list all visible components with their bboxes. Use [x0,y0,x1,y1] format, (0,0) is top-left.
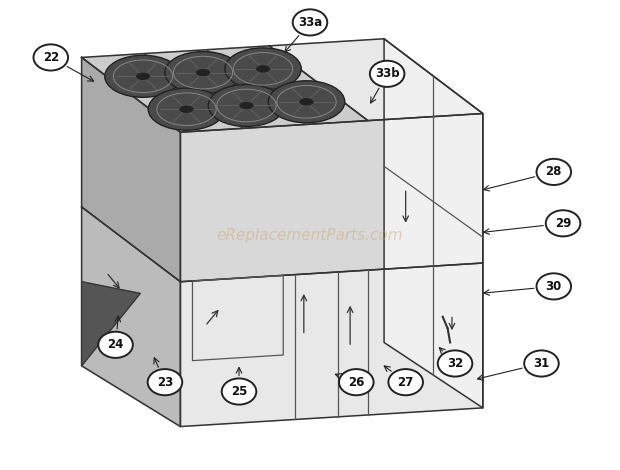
Ellipse shape [135,72,151,80]
Polygon shape [82,57,180,282]
Text: 25: 25 [231,385,247,398]
Circle shape [388,369,423,395]
Text: 30: 30 [546,280,562,293]
Circle shape [293,9,327,36]
Text: 33b: 33b [375,67,399,80]
Ellipse shape [239,101,254,110]
Circle shape [438,351,472,376]
Polygon shape [82,282,140,366]
Circle shape [148,369,182,395]
Text: eReplacementParts.com: eReplacementParts.com [216,227,404,243]
Polygon shape [180,263,483,427]
Text: 26: 26 [348,376,365,389]
Polygon shape [269,39,483,121]
Circle shape [339,369,374,395]
Text: 24: 24 [107,338,124,351]
Ellipse shape [179,105,194,113]
Ellipse shape [195,69,211,77]
Text: 33a: 33a [298,16,322,29]
Ellipse shape [148,88,225,130]
Circle shape [222,378,256,405]
Ellipse shape [165,52,241,94]
Ellipse shape [299,98,314,106]
Ellipse shape [255,65,271,73]
Ellipse shape [208,85,285,126]
Circle shape [536,274,571,299]
Polygon shape [82,207,180,427]
Polygon shape [384,39,483,408]
Polygon shape [180,114,483,282]
Circle shape [99,332,133,358]
Text: 22: 22 [43,51,59,64]
Text: 28: 28 [546,165,562,179]
Text: 31: 31 [533,357,549,370]
Ellipse shape [105,55,181,97]
Text: 29: 29 [555,217,571,230]
Polygon shape [82,46,368,132]
Circle shape [370,61,404,87]
Text: 27: 27 [397,376,414,389]
Text: 32: 32 [447,357,463,370]
Ellipse shape [268,81,345,123]
Circle shape [33,44,68,70]
Circle shape [546,210,580,236]
Ellipse shape [225,48,301,90]
Circle shape [524,351,559,376]
Text: 23: 23 [157,376,173,389]
Circle shape [536,159,571,185]
